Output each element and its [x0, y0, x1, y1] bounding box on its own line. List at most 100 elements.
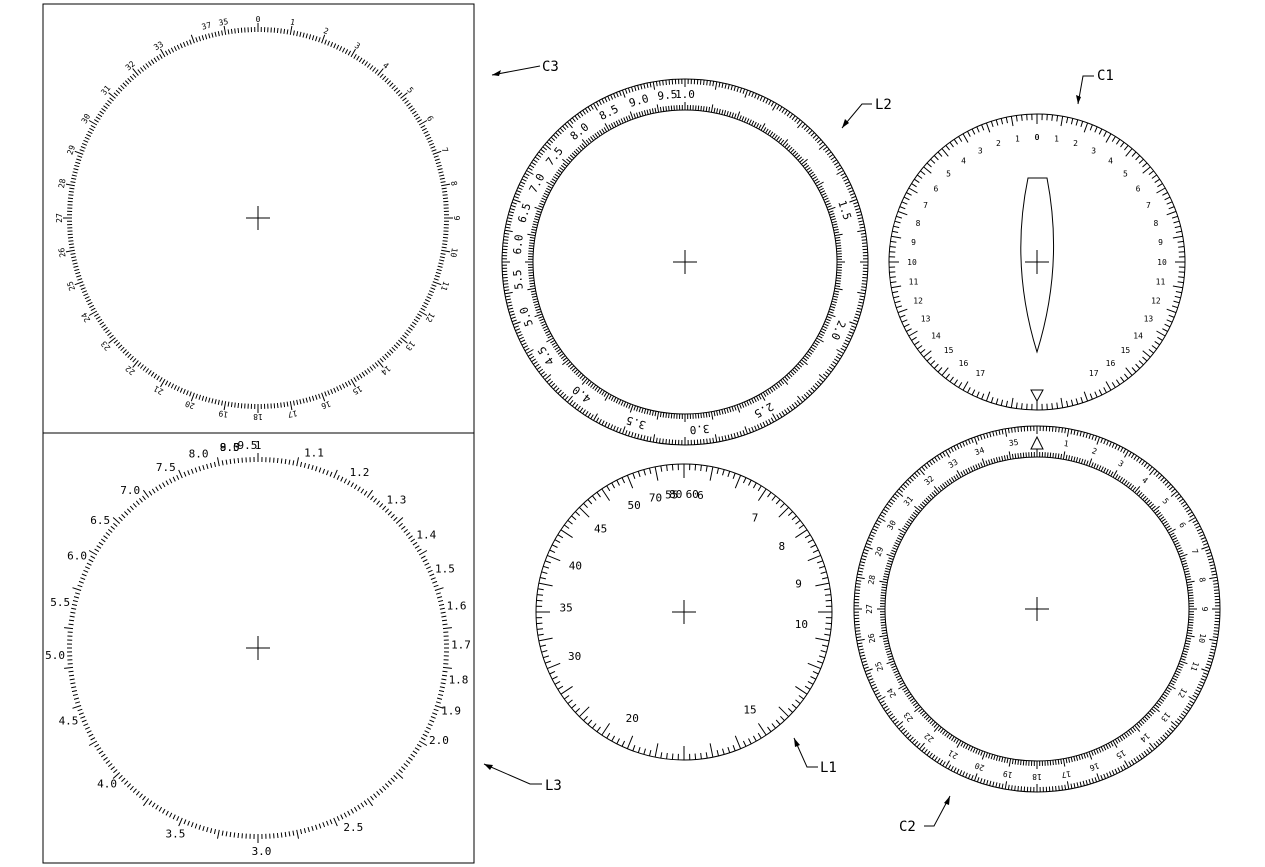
dial-c1: 0 123456789101112131415161717161514131211…	[888, 113, 1186, 411]
c2-tick-label: 21	[947, 748, 960, 761]
l3-tick-label: 1.9	[441, 705, 461, 718]
l3-tick-label: 1.3	[386, 493, 406, 506]
l1-tick-label: 40	[569, 560, 582, 573]
c2-tick-label: 31	[902, 494, 915, 507]
l1-crosshair	[672, 600, 696, 624]
c3-tick-label: 15	[351, 384, 364, 397]
c1-tick-label: 4	[1108, 157, 1113, 166]
l1-tick-label: 30	[568, 650, 581, 663]
c3-tick-label: 3	[353, 41, 362, 51]
c3-tick-label: 25	[65, 280, 77, 292]
c3-tick-label: 24	[80, 311, 93, 324]
l2-ticks	[501, 78, 869, 446]
c2-tick-label: 25	[873, 660, 885, 672]
l1-tick-label: 6	[697, 489, 704, 502]
l1-tick-label: 80	[669, 488, 682, 501]
c1-pointer-triangle	[1030, 389, 1044, 403]
c2-tick-label: 24	[885, 686, 898, 699]
l1-tick-label: 7	[752, 512, 759, 525]
c3-tick-label: 6	[425, 114, 435, 123]
l3-tick-label: 8.5	[220, 441, 240, 454]
c2-tick-label: 32	[923, 474, 936, 487]
c2-tick-label: 13	[1159, 710, 1172, 723]
l2-tick-label: 6.5	[515, 202, 533, 225]
c3-tick-label: 8	[449, 180, 459, 186]
c3-tick-label: 23	[99, 339, 112, 352]
l3-tick-label: 2.5	[343, 821, 363, 834]
c2-tick-label: 12	[1176, 686, 1189, 699]
c1-tick-label: 17	[975, 369, 985, 378]
c2-tick-label: 35	[1008, 438, 1019, 448]
c2-tick-label: 26	[867, 632, 878, 643]
c3-tick-label: 4	[381, 61, 391, 71]
c2-tick-label: 9	[1200, 607, 1209, 612]
c1-crosshair	[1025, 250, 1049, 274]
c1-tick-label: 3	[1091, 146, 1096, 155]
dial-c2: 35 12345678910111213141516171819202122232…	[853, 425, 1221, 793]
c3-tick-label: 29	[65, 144, 77, 156]
c2-tick-label: 17	[1060, 769, 1071, 780]
callout-l2-label: L2	[875, 97, 892, 113]
c1-tick-label: 15	[944, 346, 954, 355]
callout-l2: L2	[841, 97, 892, 129]
l1-tick-label: 70	[649, 491, 662, 504]
c1-tick-label: 7	[1146, 201, 1151, 210]
c1-tick-label: 9	[1158, 238, 1163, 247]
c1-tick-label: 9	[911, 238, 916, 247]
l2-tick-label: 1.5	[835, 199, 854, 222]
c1-tick-label: 11	[1156, 277, 1166, 286]
l3-tick-label: 4.0	[97, 778, 117, 791]
c2-tick-label: 28	[867, 574, 878, 585]
c1-tick-label: 8	[1153, 219, 1158, 228]
l1-tick-label: 50	[627, 499, 640, 512]
c2-tick-label: 33	[947, 457, 960, 470]
c1-tick-label: 12	[1151, 296, 1161, 305]
c1-tick-label: 15	[1121, 346, 1131, 355]
c2-tick-label: 18	[1032, 772, 1042, 781]
callout-l1-label: L1	[820, 760, 837, 776]
c1-tick-label: 8	[916, 219, 921, 228]
c3-tick-label: 2	[322, 26, 330, 36]
c3-tick-label: 27	[55, 213, 64, 223]
l3-tick-label: 6.0	[67, 550, 87, 563]
c2-tick-label: 16	[1088, 761, 1100, 773]
c1-tick-label: 11	[909, 277, 919, 286]
l3-tick-label: 1.1	[304, 447, 324, 460]
l2-tick-label: 3.5	[625, 413, 648, 431]
panel-l3	[42, 432, 475, 864]
c1-tick-label: 13	[1144, 315, 1154, 324]
callout-c1-label: C1	[1097, 68, 1114, 84]
c1-tick-label: 3	[978, 146, 983, 155]
c3-tick-label: 9	[452, 216, 461, 221]
c2-tick-label: 29	[874, 545, 886, 557]
c1-tick-label: 0	[1035, 133, 1040, 142]
l1-tick-label: 55	[665, 489, 678, 502]
c3-tick-label: 37	[201, 20, 213, 31]
c2-tick-label: 23	[902, 710, 915, 723]
l3-tick-label: 1.8	[449, 674, 469, 687]
c3-tick-label: 14	[379, 364, 392, 377]
l3-tick-label: 5.5	[50, 596, 70, 609]
l2-tick-label: 7.0	[527, 171, 548, 195]
l2-tick-label: 5.0	[517, 305, 536, 328]
c1-tick-label: 6	[933, 184, 938, 193]
c3-tick-label: 11	[439, 280, 451, 292]
l2-tick-label: 2.0	[828, 318, 848, 341]
l3-tick-label: 1.2	[350, 466, 370, 479]
c2-tick-label: 4	[1140, 476, 1150, 486]
c2-tick-label: 1	[1063, 439, 1069, 449]
c3-tick-label: 33	[152, 40, 165, 53]
c2-tick-label: 7	[1190, 548, 1200, 556]
c1-tick-label: 5	[1123, 169, 1128, 178]
callout-c1: C1	[1076, 68, 1114, 105]
c3-tick-label: 5	[405, 86, 415, 96]
l2-tick-label: 2.5	[752, 400, 776, 421]
c2-tick-label: 10	[1197, 633, 1208, 644]
c3-tick-label: 12	[424, 311, 437, 324]
c3-tick-label: 16	[320, 399, 332, 411]
dial-l3: 1 1.1 1.2 1.3 1.4 1.5 1.6 1.7 1.8 1.9 2.0 2.5 3.0 3.5…	[45, 439, 471, 858]
c1-ticks	[889, 114, 1185, 410]
l2-crosshair	[673, 250, 697, 274]
l3-tick-label: 1	[255, 439, 262, 452]
c2-tick-label: 20	[973, 761, 985, 773]
